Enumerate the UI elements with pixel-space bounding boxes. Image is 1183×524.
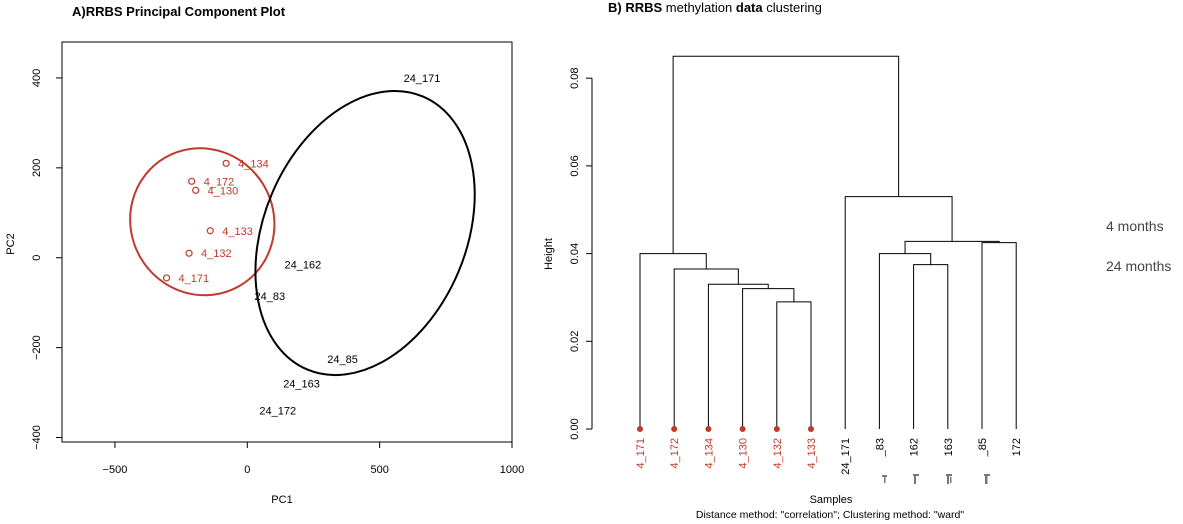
- dendrogram-branch: [742, 288, 795, 429]
- dendrogram-leaf-marker: [637, 426, 643, 432]
- pca-point-label: 4_134: [238, 158, 269, 170]
- pca-point-label: 24_162: [285, 259, 322, 271]
- pca-point-label: 24_83: [254, 291, 285, 303]
- dendrogram-branch: [913, 264, 949, 429]
- dendrogram-title-part-3: data: [736, 0, 764, 15]
- dendrogram-title-part-4: clustering: [763, 0, 822, 15]
- dendrogram-branch: [904, 240, 1000, 254]
- pca-point-label: 24_172: [259, 406, 296, 418]
- pca-point-label: 24_163: [283, 379, 320, 391]
- pca-y-tick-label: 400: [31, 69, 43, 87]
- pca-y-tick-label: 200: [31, 159, 43, 177]
- dendrogram-y-tick-label: 0.02: [569, 331, 581, 352]
- pca-group-ellipses: [129, 89, 476, 377]
- pca-y-axis-label: PC2: [5, 233, 17, 254]
- dendrogram-leaf-label: 162: [909, 438, 921, 456]
- dendrogram-title-part-2: methylation: [662, 0, 736, 15]
- dendrogram-leaf-label: 172: [1011, 438, 1023, 456]
- dendrogram-leaf-label: _83: [874, 438, 886, 457]
- pca-point-label: 4_133: [222, 226, 253, 238]
- dendrogram-leaf-label: 4_172: [669, 438, 681, 469]
- pca-x-axis-label: PC1: [271, 494, 292, 506]
- dendrogram-title-part-1: B) RRBS: [608, 0, 662, 15]
- dendrogram-branch: [672, 55, 900, 254]
- pca-x-axis: −500 0 500 1000: [103, 442, 524, 476]
- dendrogram-branch: [707, 283, 769, 429]
- dendrogram-x-axis-label: Samples: [810, 494, 853, 506]
- ellipse-24-months: [254, 89, 476, 377]
- dendrogram-branch: [673, 268, 739, 429]
- legend-item-24-months: 24 months: [1106, 258, 1171, 274]
- pca-point-label: 4_172: [204, 176, 235, 188]
- pca-point-marker: [188, 177, 196, 185]
- dendrogram-y-axis-label: Height: [543, 238, 555, 270]
- pca-point-marker: [192, 186, 200, 194]
- pca-x-tick-label: 1000: [500, 464, 524, 476]
- dendrogram-leaves: 4_171 4_172 4_134 4_130 4_132 4_133 24_171 _83 1…: [635, 426, 1023, 475]
- legend: 4 months 24 months: [1106, 218, 1171, 274]
- dendrogram-branch: [776, 301, 812, 429]
- pca-x-tick-label: −500: [103, 464, 128, 476]
- dendrogram-y-tick-label: 0.00: [569, 418, 581, 439]
- legend-item-4-months: 4 months: [1106, 218, 1164, 234]
- dendrogram-leaf-label: 4_130: [738, 438, 750, 469]
- pca-y-axis: −400 −200 0 200 400: [31, 69, 62, 450]
- dendrogram-leaf-marker: [808, 426, 814, 432]
- dendrogram-y-tick-label: 0.04: [569, 243, 581, 264]
- pca-plot-frame: [61, 41, 513, 443]
- dendrogram-leaf-label: 24_171: [840, 438, 852, 475]
- dendrogram-y-tick-label: 0.06: [569, 155, 581, 176]
- ellipse-4-months: [129, 147, 276, 297]
- dendrogram-leaf-marker: [671, 426, 678, 432]
- pca-y-tick-label: −400: [31, 425, 43, 450]
- pca-point-marker: [222, 159, 230, 167]
- pca-panel: A)RRBS Principal Component Plot −400 −200…: [5, 4, 524, 506]
- pca-point-marker: [185, 249, 193, 257]
- dendrogram-leaf-label: 4_133: [806, 438, 818, 469]
- dendrogram-leaf-label: 4_171: [635, 438, 647, 469]
- pca-y-tick-label: −200: [31, 335, 43, 360]
- dendrogram-panel: B) RRBS methylation data clustering 0.00…: [543, 0, 1023, 521]
- pca-y-tick-label: 0: [31, 255, 43, 261]
- pca-point-label: 4_130: [208, 185, 239, 197]
- dendrogram-branch: [639, 253, 707, 429]
- dendrogram-leaf-marker: [705, 426, 712, 432]
- dendrogram-y-axis: 0.00 0.02 0.04 0.06 0.08: [569, 67, 593, 440]
- dendrogram-branch: [981, 242, 1017, 429]
- pca-x-tick-label: 0: [244, 464, 250, 476]
- dendrogram-leaf-artifacts: [882, 474, 990, 484]
- pca-title: A)RRBS Principal Component Plot: [72, 4, 286, 19]
- pca-point-label: 24_85: [327, 354, 358, 366]
- dendrogram-leaf-label: 163: [943, 438, 955, 456]
- dendrogram-title: B) RRBS methylation data clustering: [608, 0, 822, 15]
- dendrogram-leaf-label: _85: [977, 438, 989, 457]
- dendrogram-leaf-marker: [773, 426, 780, 432]
- pca-point-label: 24_171: [404, 73, 441, 85]
- dendrogram-subtitle: Distance method: "correlation"; Clusteri…: [696, 509, 964, 521]
- dendrogram-y-tick-label: 0.08: [569, 67, 581, 88]
- pca-point-marker: [206, 227, 214, 235]
- pca-point-marker: [162, 274, 171, 282]
- dendrogram-leaf-label: 4_132: [772, 438, 784, 469]
- dendrogram-leaf-label: 4_134: [703, 438, 715, 469]
- dendrogram-branch: [878, 253, 932, 429]
- pca-x-tick-label: 500: [370, 464, 388, 476]
- dendrogram-leaf-marker: [739, 426, 746, 432]
- pca-point-label: 4_132: [201, 248, 232, 260]
- dendrogram-branches: [639, 55, 1017, 429]
- pca-point-label: 4_171: [179, 273, 210, 285]
- dendrogram-branch: [844, 196, 953, 429]
